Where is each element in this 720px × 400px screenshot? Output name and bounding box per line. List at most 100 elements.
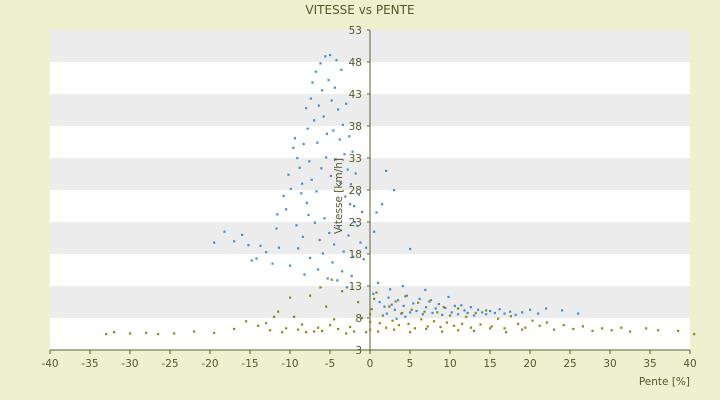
data-point-series-2 (545, 321, 548, 324)
data-point-series-1 (313, 221, 316, 224)
data-point-series-2 (145, 331, 148, 334)
data-point-series-2 (330, 278, 333, 281)
data-point-series-1 (297, 247, 300, 250)
data-point-series-1 (537, 312, 540, 315)
data-point-series-1 (303, 273, 306, 276)
data-point-series-1 (307, 213, 310, 217)
data-point-series-1 (353, 221, 356, 224)
data-point-series-1 (362, 258, 365, 261)
data-point-series-2 (281, 331, 284, 334)
data-point-series-2 (285, 327, 288, 330)
data-point-series-1 (341, 123, 344, 126)
x-tick-label: -40 (41, 358, 58, 370)
data-point-series-2 (629, 330, 632, 333)
data-point-series-1 (473, 314, 476, 317)
data-point-series-1 (311, 81, 314, 84)
data-point-series-2 (365, 331, 368, 334)
data-point-series-2 (193, 330, 196, 333)
data-point-series-2 (297, 328, 300, 331)
data-point-series-1 (359, 241, 362, 244)
data-point-series-2 (693, 333, 696, 336)
y-tick-label: 13 (349, 281, 362, 293)
data-point-series-1 (354, 172, 357, 175)
data-point-series-1 (514, 313, 517, 316)
data-point-series-1 (397, 299, 400, 302)
data-point-series-2 (277, 310, 280, 313)
data-point-series-1 (341, 270, 344, 273)
data-point-series-1 (401, 285, 404, 288)
data-point-series-2 (439, 325, 442, 329)
y-axis-ticks: 38131823283338434853 (349, 25, 370, 357)
data-point-series-1 (223, 230, 226, 233)
data-point-series-1 (390, 303, 393, 306)
data-point-series-1 (305, 107, 308, 110)
data-point-series-1 (577, 312, 580, 315)
data-point-series-2 (572, 327, 575, 331)
data-point-series-2 (469, 326, 472, 329)
data-point-series-1 (328, 231, 331, 235)
data-point-series-1 (444, 306, 447, 309)
data-point-series-1 (412, 302, 415, 305)
data-point-series-2 (388, 305, 391, 308)
data-point-series-2 (313, 330, 316, 333)
data-point-series-2 (157, 333, 160, 336)
data-point-series-1 (247, 244, 250, 247)
data-point-series-1 (340, 68, 343, 71)
data-point-series-2 (393, 328, 396, 331)
data-point-series-1 (293, 137, 296, 140)
data-point-series-1 (350, 274, 353, 277)
x-tick-label: -15 (241, 358, 258, 370)
data-point-series-2 (457, 329, 460, 332)
data-point-series-1 (308, 160, 311, 163)
data-point-series-1 (395, 317, 398, 320)
data-point-series-1 (322, 115, 325, 118)
data-point-series-2 (677, 329, 680, 332)
data-point-series-2 (436, 311, 439, 314)
data-point-series-2 (397, 324, 400, 327)
data-point-series-1 (463, 309, 466, 312)
data-point-series-2 (509, 315, 512, 318)
data-point-series-1 (457, 313, 460, 316)
data-point-series-2 (257, 324, 260, 327)
data-point-series-1 (381, 203, 384, 206)
data-point-series-1 (282, 194, 285, 197)
data-point-series-2 (426, 325, 429, 328)
data-point-series-1 (489, 309, 492, 313)
data-point-series-2 (273, 315, 276, 318)
y-tick-label: 18 (349, 249, 362, 261)
data-point-series-1 (405, 294, 408, 297)
data-point-series-2 (423, 310, 426, 313)
data-point-series-1 (424, 288, 427, 292)
data-point-series-2 (370, 308, 373, 311)
data-point-series-2 (417, 301, 420, 304)
data-point-series-1 (315, 190, 318, 193)
data-point-series-2 (369, 328, 372, 331)
x-tick-label: 35 (643, 358, 656, 370)
data-point-series-1 (324, 55, 327, 58)
data-point-series-1 (389, 288, 392, 291)
data-point-series-1 (287, 173, 290, 176)
data-point-series-1 (393, 189, 396, 192)
data-point-series-2 (305, 331, 308, 334)
data-point-series-1 (313, 119, 316, 122)
data-point-series-1 (318, 238, 321, 242)
data-point-series-1 (345, 286, 348, 289)
data-point-series-1 (275, 227, 278, 230)
y-tick-label: 53 (349, 25, 362, 37)
data-point-series-1 (338, 138, 341, 141)
data-point-series-2 (349, 325, 352, 329)
data-point-series-1 (344, 195, 347, 198)
data-point-series-2 (645, 327, 648, 330)
data-point-series-2 (293, 315, 296, 318)
data-point-series-1 (300, 192, 303, 195)
data-point-series-1 (277, 246, 280, 249)
data-point-series-1 (333, 243, 336, 246)
data-point-series-2 (521, 328, 524, 331)
data-point-series-2 (562, 324, 565, 327)
data-point-series-1 (441, 313, 444, 316)
data-point-series-1 (213, 241, 216, 244)
data-point-series-1 (352, 255, 355, 258)
data-point-series-2 (485, 309, 488, 312)
data-point-series-1 (289, 264, 292, 267)
